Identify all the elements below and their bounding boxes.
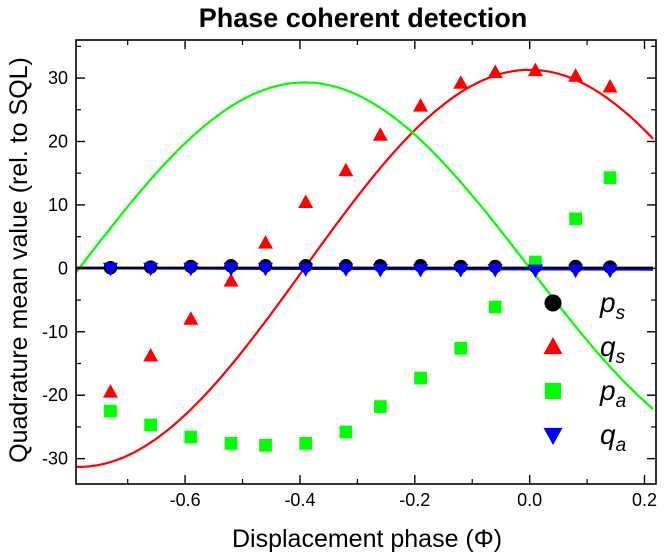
legend-marker-q-s	[543, 337, 563, 355]
data-point-q-a	[298, 263, 314, 277]
data-point-q-s	[223, 273, 239, 287]
data-point-p-a	[373, 400, 387, 413]
data-point-p-a	[603, 171, 617, 185]
legend-marker-q-a	[543, 427, 563, 445]
data-point-p-a	[414, 371, 427, 385]
data-point-q-a	[487, 263, 503, 278]
x-tick-label: -0.2	[399, 490, 430, 510]
data-point-p-a	[454, 341, 468, 355]
data-point-q-a	[223, 262, 239, 277]
chart-title: Phase coherent detection	[199, 3, 528, 33]
data-point-p-a	[144, 418, 158, 432]
y-tick-label: 10	[48, 195, 68, 215]
legend-label-p-s: ps	[599, 287, 626, 324]
data-markers	[102, 62, 618, 452]
legend-marker-p-a	[544, 382, 562, 400]
x-tick-label: 0.2	[632, 490, 657, 510]
plot-frame	[75, 39, 657, 485]
fit-curve-q-s	[75, 68, 654, 468]
data-point-q-s	[527, 62, 543, 77]
data-point-q-a	[527, 264, 543, 279]
data-point-q-s	[453, 75, 469, 89]
data-point-q-s	[183, 311, 199, 325]
data-point-q-s	[413, 98, 429, 112]
data-point-p-a	[339, 425, 353, 439]
data-point-q-s	[143, 347, 159, 362]
legend-label-p-a: pa	[599, 375, 626, 412]
data-point-q-s	[568, 68, 584, 82]
data-point-q-s	[602, 79, 618, 93]
data-point-p-a	[104, 404, 117, 418]
x-axis-label: Displacement phase (Φ)	[232, 525, 502, 553]
x-tick-label: -0.6	[170, 490, 201, 510]
data-point-q-a	[568, 264, 584, 279]
x-tick-label: 0.0	[517, 490, 542, 510]
y-tick-label: 20	[48, 131, 68, 151]
data-point-q-a	[258, 262, 274, 277]
legend: ps qs pa qa	[543, 287, 626, 456]
data-point-q-a	[143, 262, 159, 277]
fit-curves	[75, 68, 654, 468]
legend-marker-p-s	[544, 294, 562, 312]
legend-label-q-s: qs	[600, 331, 626, 368]
data-point-q-s	[258, 235, 274, 249]
fit-curve-p-a	[75, 81, 654, 410]
y-axis-label: Quadrature mean value (rel. to SQL)	[5, 57, 33, 463]
data-point-q-s	[102, 384, 118, 398]
data-point-q-a	[453, 263, 469, 278]
data-point-q-a	[183, 262, 199, 277]
data-point-q-a	[372, 263, 388, 278]
data-point-p-a	[488, 300, 502, 314]
data-point-q-s	[338, 162, 354, 177]
data-point-q-a	[338, 263, 354, 277]
y-tick-label: 30	[48, 68, 68, 88]
data-point-p-a	[299, 437, 313, 450]
data-point-p-a	[569, 212, 582, 226]
y-tick-label: -20	[42, 385, 68, 405]
data-point-p-a	[259, 438, 272, 452]
data-point-q-a	[602, 264, 618, 279]
data-point-p-a	[224, 437, 238, 450]
x-tick-label: -0.4	[284, 490, 315, 510]
y-tick-label: -30	[42, 449, 68, 469]
data-point-q-a	[413, 263, 429, 278]
y-tick-label: 0	[58, 258, 68, 278]
data-point-q-s	[372, 127, 388, 141]
data-point-q-s	[487, 64, 503, 78]
y-tick-label: -10	[42, 322, 68, 342]
data-point-p-a	[184, 430, 198, 444]
axes: -0.6 -0.4 -0.2 0.0 0.2 -30 -20 -10 0 10 20 30	[42, 39, 657, 510]
legend-label-q-a: qa	[600, 419, 626, 456]
data-point-q-s	[298, 194, 314, 209]
data-point-q-a	[102, 262, 118, 277]
